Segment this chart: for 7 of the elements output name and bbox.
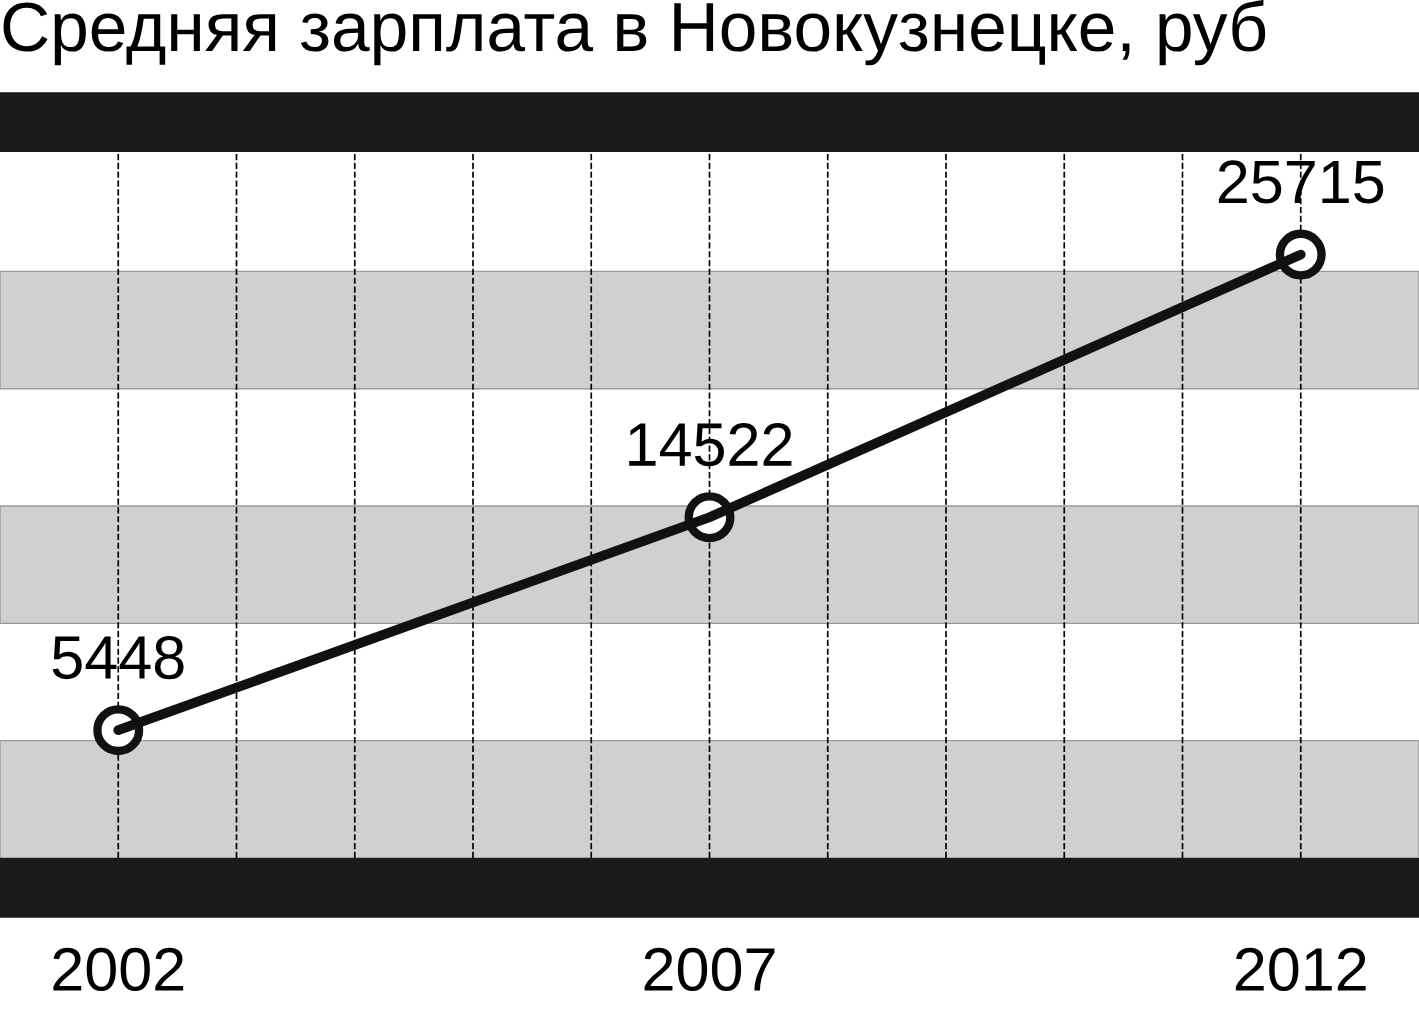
- chart-title: Средняя зарплата в Новокузнецке, руб: [3, 0, 1266, 66]
- x-tick-label: 2007: [644, 947, 775, 992]
- x-tick-label: 2002: [53, 947, 184, 992]
- x-tick-label: 2012: [1235, 947, 1366, 992]
- data-label: 5448: [52, 635, 184, 680]
- data-label: 14522: [629, 422, 792, 467]
- data-label: 25715: [1218, 160, 1384, 204]
